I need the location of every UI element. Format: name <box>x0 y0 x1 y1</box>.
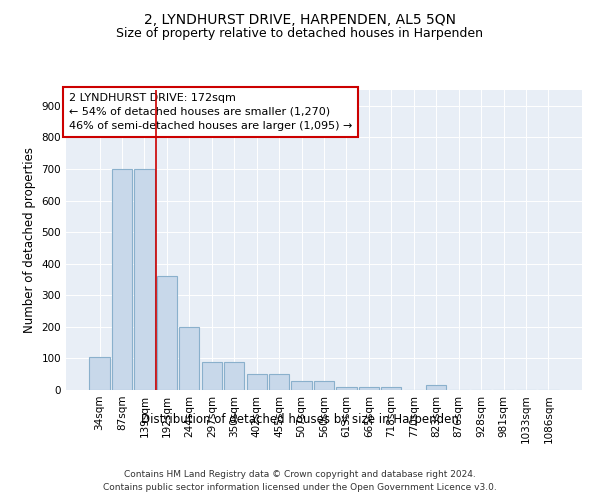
Text: Contains HM Land Registry data © Crown copyright and database right 2024.: Contains HM Land Registry data © Crown c… <box>124 470 476 479</box>
Bar <box>292 381 311 390</box>
Bar <box>224 362 244 390</box>
Bar <box>247 374 267 390</box>
Bar <box>89 357 110 390</box>
Text: Size of property relative to detached houses in Harpenden: Size of property relative to detached ho… <box>116 28 484 40</box>
Bar <box>381 387 401 390</box>
Bar <box>359 387 379 390</box>
Text: Contains public sector information licensed under the Open Government Licence v3: Contains public sector information licen… <box>103 482 497 492</box>
Bar <box>314 381 334 390</box>
Bar <box>426 386 446 390</box>
Bar <box>134 169 155 390</box>
Bar <box>157 276 177 390</box>
Text: 2, LYNDHURST DRIVE, HARPENDEN, AL5 5QN: 2, LYNDHURST DRIVE, HARPENDEN, AL5 5QN <box>144 12 456 26</box>
Y-axis label: Number of detached properties: Number of detached properties <box>23 147 36 333</box>
Bar <box>112 169 132 390</box>
Bar <box>269 374 289 390</box>
Bar <box>202 362 222 390</box>
Bar <box>179 327 199 390</box>
Text: 2 LYNDHURST DRIVE: 172sqm
← 54% of detached houses are smaller (1,270)
46% of se: 2 LYNDHURST DRIVE: 172sqm ← 54% of detac… <box>68 93 352 131</box>
Text: Distribution of detached houses by size in Harpenden: Distribution of detached houses by size … <box>141 412 459 426</box>
Bar <box>337 387 356 390</box>
